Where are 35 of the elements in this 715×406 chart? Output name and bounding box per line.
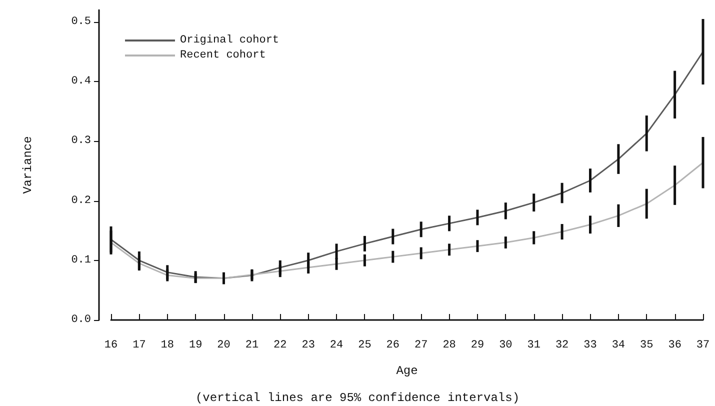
x-tick-label: 27 bbox=[414, 340, 428, 352]
x-axis-title: Age bbox=[396, 364, 418, 378]
x-tick-label: 16 bbox=[104, 340, 118, 352]
x-tick-label: 37 bbox=[696, 340, 710, 352]
x-tick-label: 34 bbox=[612, 340, 626, 352]
x-tick-label: 31 bbox=[527, 340, 541, 352]
y-tick-label: 0.0 bbox=[71, 314, 91, 326]
x-tick-label: 32 bbox=[555, 340, 569, 352]
y-tick-label: 0.2 bbox=[71, 194, 91, 207]
y-tick-label: 0.4 bbox=[71, 76, 92, 88]
legend-label: Recent cohort bbox=[180, 50, 266, 62]
x-tick-label: 35 bbox=[640, 340, 654, 352]
legend-label: Original cohort bbox=[180, 34, 280, 46]
x-tick-label: 18 bbox=[160, 340, 174, 352]
x-tick-label: 24 bbox=[330, 340, 344, 352]
x-tick-label: 29 bbox=[470, 340, 484, 352]
line-series bbox=[110, 50, 704, 280]
x-tick-label: 23 bbox=[302, 340, 315, 352]
x-tick-label: 19 bbox=[188, 340, 202, 352]
x-tick-label: 21 bbox=[245, 340, 259, 352]
x-tick-label: 36 bbox=[668, 340, 682, 352]
line-series bbox=[110, 162, 704, 280]
x-tick-label: 22 bbox=[274, 340, 287, 352]
x-tick-label: 28 bbox=[442, 340, 456, 352]
x-tick-label: 25 bbox=[358, 340, 372, 352]
y-axis-title: Variance bbox=[21, 136, 35, 194]
y-tick-label: 0.5 bbox=[71, 16, 91, 28]
text: (vertical lines are 95% confidence intervals) bbox=[195, 391, 520, 405]
x-tick-label: 17 bbox=[132, 340, 146, 352]
x-tick-label: 26 bbox=[386, 340, 400, 352]
x-tick-label: 33 bbox=[584, 340, 597, 352]
x-tick-label: 30 bbox=[499, 340, 512, 352]
y-tick-label: 0.3 bbox=[71, 135, 91, 148]
x-tick-label: 20 bbox=[217, 340, 230, 352]
y-tick-label: 0.1 bbox=[71, 254, 92, 266]
